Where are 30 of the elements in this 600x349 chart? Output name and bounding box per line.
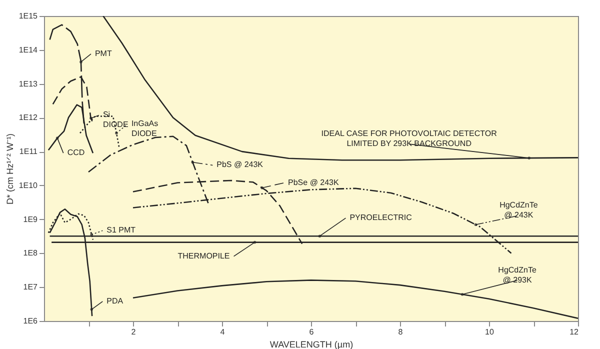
legend-label: S1 PMT: [106, 226, 136, 235]
y-axis-title: D* (cm Hz¹ᐟ² W⁻¹): [4, 134, 15, 204]
y-tick-label: 1E8: [23, 248, 38, 258]
text: HgCdZnTe @ 243K: [500, 200, 538, 220]
y-tick-label: 1E9: [23, 214, 38, 224]
y-tick-label: 1E14: [18, 45, 38, 54]
x-tick-label: 10: [485, 328, 494, 336]
x-tick-label: 6: [309, 328, 314, 336]
y-tick-label: 1E13: [18, 79, 38, 88]
series-label: THERMOPILE: [178, 251, 230, 260]
legend-label: InGaAs DIODE: [131, 119, 158, 138]
x-tick-label: 8: [398, 328, 404, 336]
y-tick-label: 1E7: [23, 282, 38, 292]
x-axis-title: WAVELENGTH (µm): [270, 340, 354, 349]
legend-label: PDA: [106, 296, 124, 306]
y-tick-label: 1E15: [18, 12, 38, 20]
legend-label: PbS @ 243K: [216, 160, 264, 170]
series-label: PYROELECTRIC: [350, 213, 412, 222]
y-tick-label: 1E10: [18, 180, 38, 190]
legend-label: PbSe @ 243K: [288, 178, 340, 187]
legend-label: PMT: [94, 48, 112, 58]
y-tick-label: 1E6: [23, 316, 38, 326]
x-tick-label: 2: [131, 328, 136, 336]
series-label: IDEAL CASE FOR PHOTOVOLTAIC DETECTOR LIMITED BY 293K BACKGROUND: [321, 129, 498, 148]
series-label: Si DIODE: [102, 110, 128, 130]
y-tick-label: 1E11: [19, 147, 38, 156]
x-tick-label: 12: [570, 328, 580, 336]
series-label: CCD: [67, 148, 85, 158]
x-tick-label: 4: [220, 328, 226, 336]
y-tick-label: 1E12: [18, 113, 38, 122]
